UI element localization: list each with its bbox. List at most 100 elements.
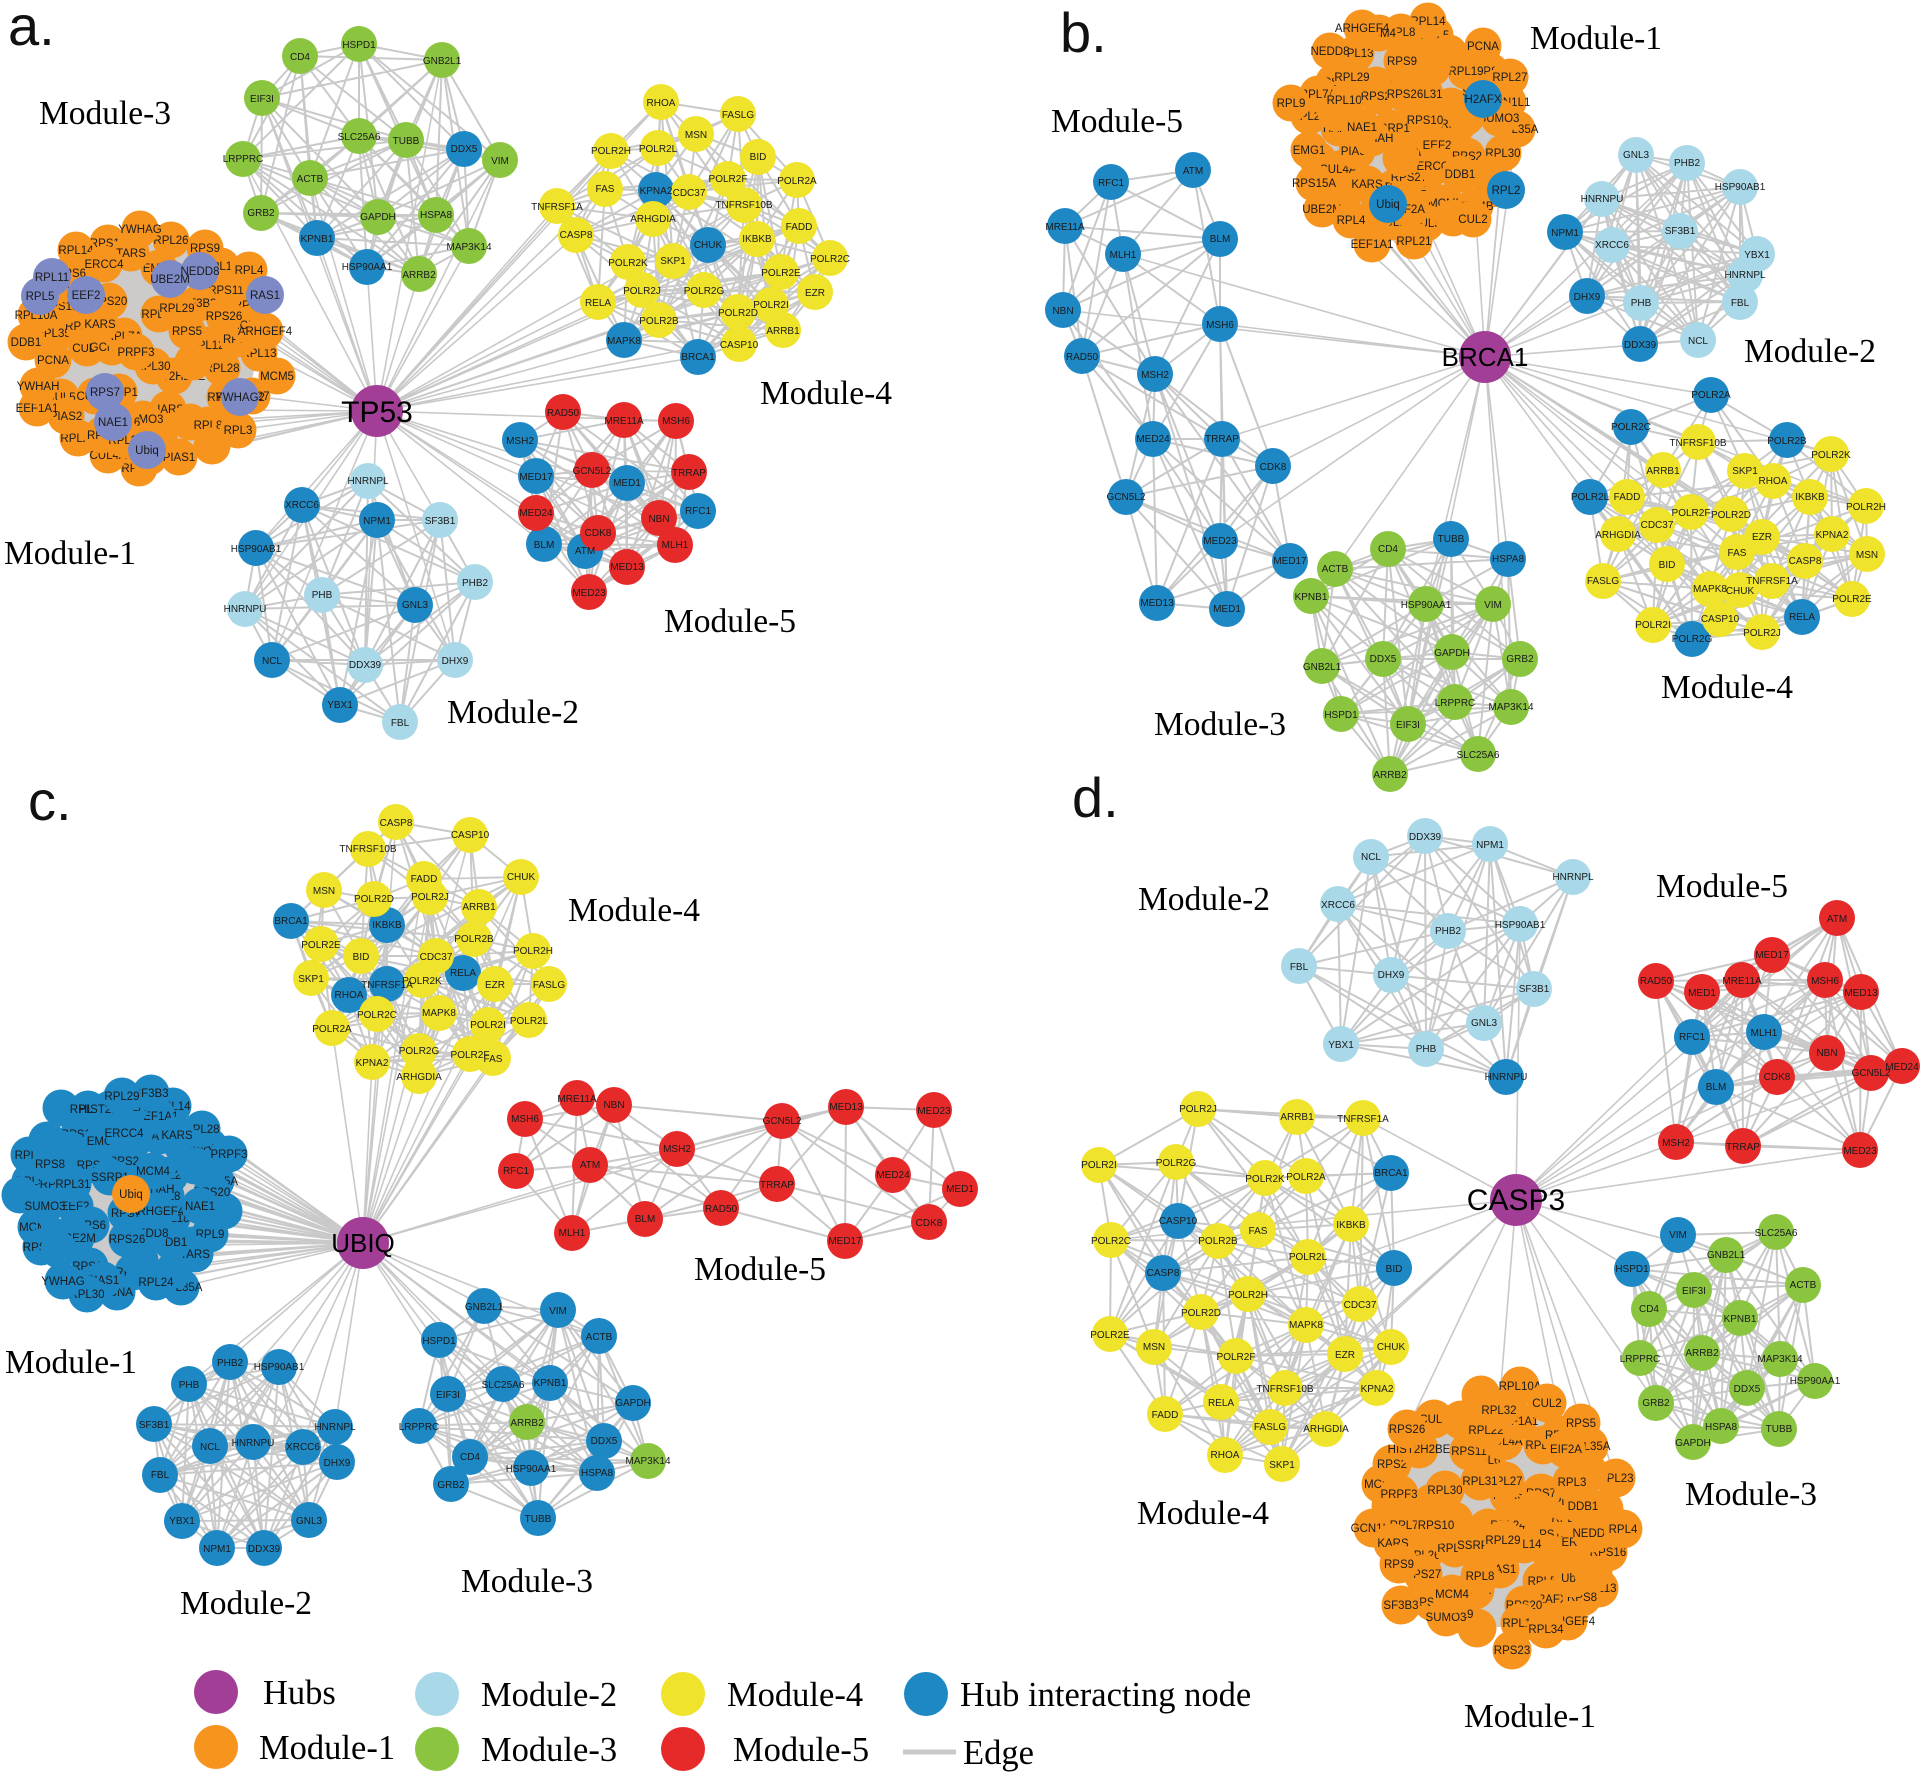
svg-text:RHOA: RHOA [1211, 1450, 1240, 1461]
svg-text:FASLG: FASLG [1254, 1422, 1286, 1433]
svg-text:DDB1: DDB1 [1445, 169, 1476, 181]
svg-text:EIF3I: EIF3I [436, 1390, 460, 1401]
svg-text:RPS9: RPS9 [1387, 56, 1417, 68]
svg-text:MED24: MED24 [1136, 434, 1170, 445]
svg-text:SLC25A6: SLC25A6 [482, 1380, 525, 1391]
svg-text:GCN5L2: GCN5L2 [763, 1116, 802, 1127]
svg-text:ARHGDIA: ARHGDIA [396, 1072, 442, 1083]
svg-text:DDX5: DDX5 [591, 1436, 618, 1447]
svg-text:HNRNPU: HNRNPU [232, 1438, 275, 1449]
svg-text:RPL4: RPL4 [1609, 1524, 1638, 1536]
svg-text:MSH2: MSH2 [506, 436, 534, 447]
svg-text:NAE1: NAE1 [1347, 122, 1377, 134]
svg-text:MRE11A: MRE11A [557, 1094, 597, 1105]
svg-text:NBN: NBN [603, 1100, 624, 1111]
svg-text:EEF1A1: EEF1A1 [1351, 239, 1394, 251]
svg-text:CDK8: CDK8 [1764, 1072, 1791, 1083]
svg-text:ARRB1: ARRB1 [1646, 466, 1680, 477]
svg-text:ARHGEF4: ARHGEF4 [238, 326, 293, 338]
svg-text:NBN: NBN [1816, 1048, 1837, 1059]
svg-text:VIM: VIM [491, 156, 509, 167]
svg-text:Edge: Edge [963, 1734, 1034, 1772]
svg-text:FADD: FADD [786, 222, 813, 233]
svg-text:POLR2K: POLR2K [1245, 1174, 1285, 1185]
svg-text:Module-3: Module-3 [1685, 1476, 1817, 1513]
svg-text:KARS: KARS [84, 319, 116, 331]
svg-text:Module-1: Module-1 [5, 1344, 137, 1381]
svg-text:NEDD8: NEDD8 [1311, 46, 1350, 58]
svg-text:MSH6: MSH6 [511, 1114, 539, 1125]
svg-text:Ubiq: Ubiq [1376, 199, 1400, 211]
svg-text:MCM4: MCM4 [136, 1166, 170, 1178]
svg-text:TP53: TP53 [341, 396, 413, 429]
svg-text:POLR2H: POLR2H [513, 946, 553, 957]
svg-text:MED17: MED17 [1755, 950, 1789, 961]
svg-text:GAPDH: GAPDH [615, 1398, 651, 1409]
svg-text:RFC1: RFC1 [1679, 1032, 1706, 1043]
svg-text:YBX1: YBX1 [169, 1516, 195, 1527]
svg-text:NAE1: NAE1 [185, 1201, 215, 1213]
svg-text:POLR2G: POLR2G [1156, 1158, 1197, 1169]
svg-text:BLM: BLM [534, 540, 555, 551]
svg-text:SLC25A6: SLC25A6 [338, 132, 381, 143]
svg-text:MED23: MED23 [917, 1106, 951, 1117]
svg-text:HSPD1: HSPD1 [1615, 1264, 1649, 1275]
svg-text:BLM: BLM [635, 1214, 656, 1225]
svg-text:HSPA8: HSPA8 [1492, 554, 1524, 565]
svg-text:UBIQ: UBIQ [331, 1228, 395, 1258]
svg-text:SKP1: SKP1 [660, 256, 686, 267]
svg-text:HSP90AB1: HSP90AB1 [254, 1362, 305, 1373]
svg-text:PHB: PHB [1631, 298, 1652, 309]
svg-text:RPS23: RPS23 [1494, 1645, 1530, 1657]
svg-text:IKBKB: IKBKB [742, 234, 772, 245]
svg-text:SF3B1: SF3B1 [1519, 984, 1550, 995]
svg-text:PHB2: PHB2 [462, 578, 489, 589]
svg-text:CASP10: CASP10 [451, 830, 490, 841]
svg-text:TNFRSF10B: TNFRSF10B [339, 844, 397, 855]
svg-text:POLR2J: POLR2J [411, 892, 449, 903]
svg-text:YWHAH: YWHAH [17, 381, 60, 393]
svg-text:RPL29: RPL29 [1334, 72, 1369, 84]
svg-text:TARS: TARS [116, 248, 146, 260]
svg-text:FAS: FAS [484, 1054, 503, 1065]
svg-text:MED17: MED17 [1273, 556, 1307, 567]
svg-text:POLR2A: POLR2A [1286, 1172, 1326, 1183]
svg-text:c.: c. [28, 769, 72, 832]
svg-text:RPS9: RPS9 [190, 243, 220, 255]
svg-text:RELA: RELA [1208, 1398, 1234, 1409]
svg-text:Module-2: Module-2 [1744, 333, 1876, 370]
svg-text:GNL3: GNL3 [1471, 1018, 1498, 1029]
svg-text:XRCC6: XRCC6 [286, 1442, 320, 1453]
svg-text:IKBKB: IKBKB [1795, 492, 1825, 503]
svg-text:CD4: CD4 [1639, 1304, 1659, 1315]
svg-text:RHOA: RHOA [335, 990, 364, 1001]
svg-text:ERCC4: ERCC4 [85, 259, 125, 271]
svg-text:MAP3K14: MAP3K14 [446, 242, 491, 253]
svg-text:NBN: NBN [1052, 306, 1073, 317]
svg-text:FAS: FAS [1249, 1226, 1268, 1237]
svg-text:TRRAP: TRRAP [1726, 1142, 1760, 1153]
svg-text:RPS5: RPS5 [1566, 1418, 1596, 1430]
svg-text:FADD: FADD [1152, 1410, 1179, 1421]
svg-text:POLR2A: POLR2A [1691, 390, 1731, 401]
svg-text:a.: a. [8, 0, 55, 57]
svg-text:SF3B1: SF3B1 [425, 516, 456, 527]
svg-text:PRPF3: PRPF3 [117, 347, 154, 359]
svg-text:NPM1: NPM1 [1476, 840, 1504, 851]
svg-text:RPL31: RPL31 [55, 1179, 90, 1191]
svg-text:CUL2: CUL2 [1532, 1398, 1561, 1410]
svg-text:IKBKB: IKBKB [372, 920, 402, 931]
svg-text:DDB1: DDB1 [11, 337, 42, 349]
svg-text:RPL10A: RPL10A [1327, 95, 1370, 107]
svg-text:Module-3: Module-3 [39, 95, 171, 132]
svg-text:ACTB: ACTB [297, 174, 324, 185]
svg-text:HSP90AB1: HSP90AB1 [231, 544, 282, 555]
svg-text:RAD50: RAD50 [1066, 352, 1099, 363]
svg-text:RAD50: RAD50 [705, 1204, 738, 1215]
svg-text:Module-5: Module-5 [733, 1731, 869, 1769]
svg-text:KPNA2: KPNA2 [640, 186, 673, 197]
svg-text:MRE11A: MRE11A [1722, 976, 1762, 987]
svg-text:ARRB2: ARRB2 [1685, 1348, 1719, 1359]
svg-text:SF3B3: SF3B3 [133, 1088, 168, 1100]
svg-text:RPL29: RPL29 [104, 1091, 139, 1103]
